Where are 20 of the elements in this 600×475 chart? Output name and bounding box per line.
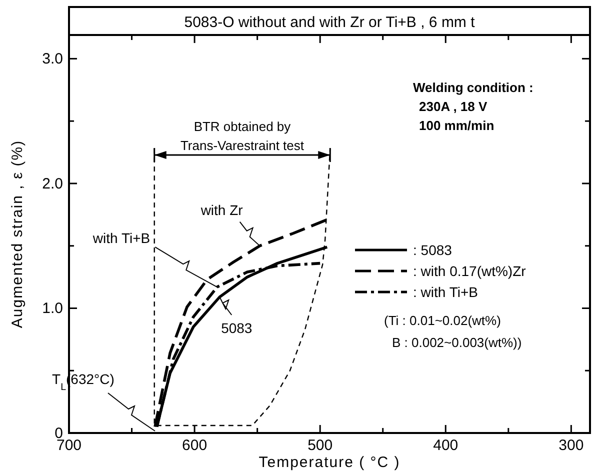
annotation: BTR obtained by Trans-Varestraint test: [180, 119, 304, 153]
x-axis-title: Temperature ( °C ): [258, 454, 400, 471]
annotation: Welding condition : 230A , 18 V 100 mm/min: [413, 80, 534, 133]
x-tick-label: 400: [433, 437, 458, 454]
annotation: with Ti+B: [92, 230, 150, 246]
x-tick-label: 600: [182, 437, 208, 454]
x-tick-label: 300: [558, 437, 584, 454]
chart-title: 5083-O without and with Zr or Ti+B , 6 mm t: [184, 14, 476, 31]
y-tick-label: 3.0: [42, 50, 63, 68]
legend-label: : with Ti+B: [413, 284, 478, 300]
annotation: 5083: [221, 320, 252, 336]
legend-label: : with 0.17(wt%)Zr: [413, 263, 526, 279]
y-axis-title: Augmented strain , ε (%): [9, 140, 26, 328]
annotation: (Ti : 0.01~0.02(wt%) B : 0.002~0.003(wt%)): [384, 313, 522, 350]
y-tick-label: 2.0: [42, 175, 63, 192]
y-tick-label: 1.0: [42, 300, 63, 318]
x-tick-label: 500: [308, 437, 333, 454]
x-tick-label: 700: [56, 437, 82, 454]
legend-label: : 5083: [413, 242, 452, 258]
annotation: with Zr: [200, 202, 244, 218]
